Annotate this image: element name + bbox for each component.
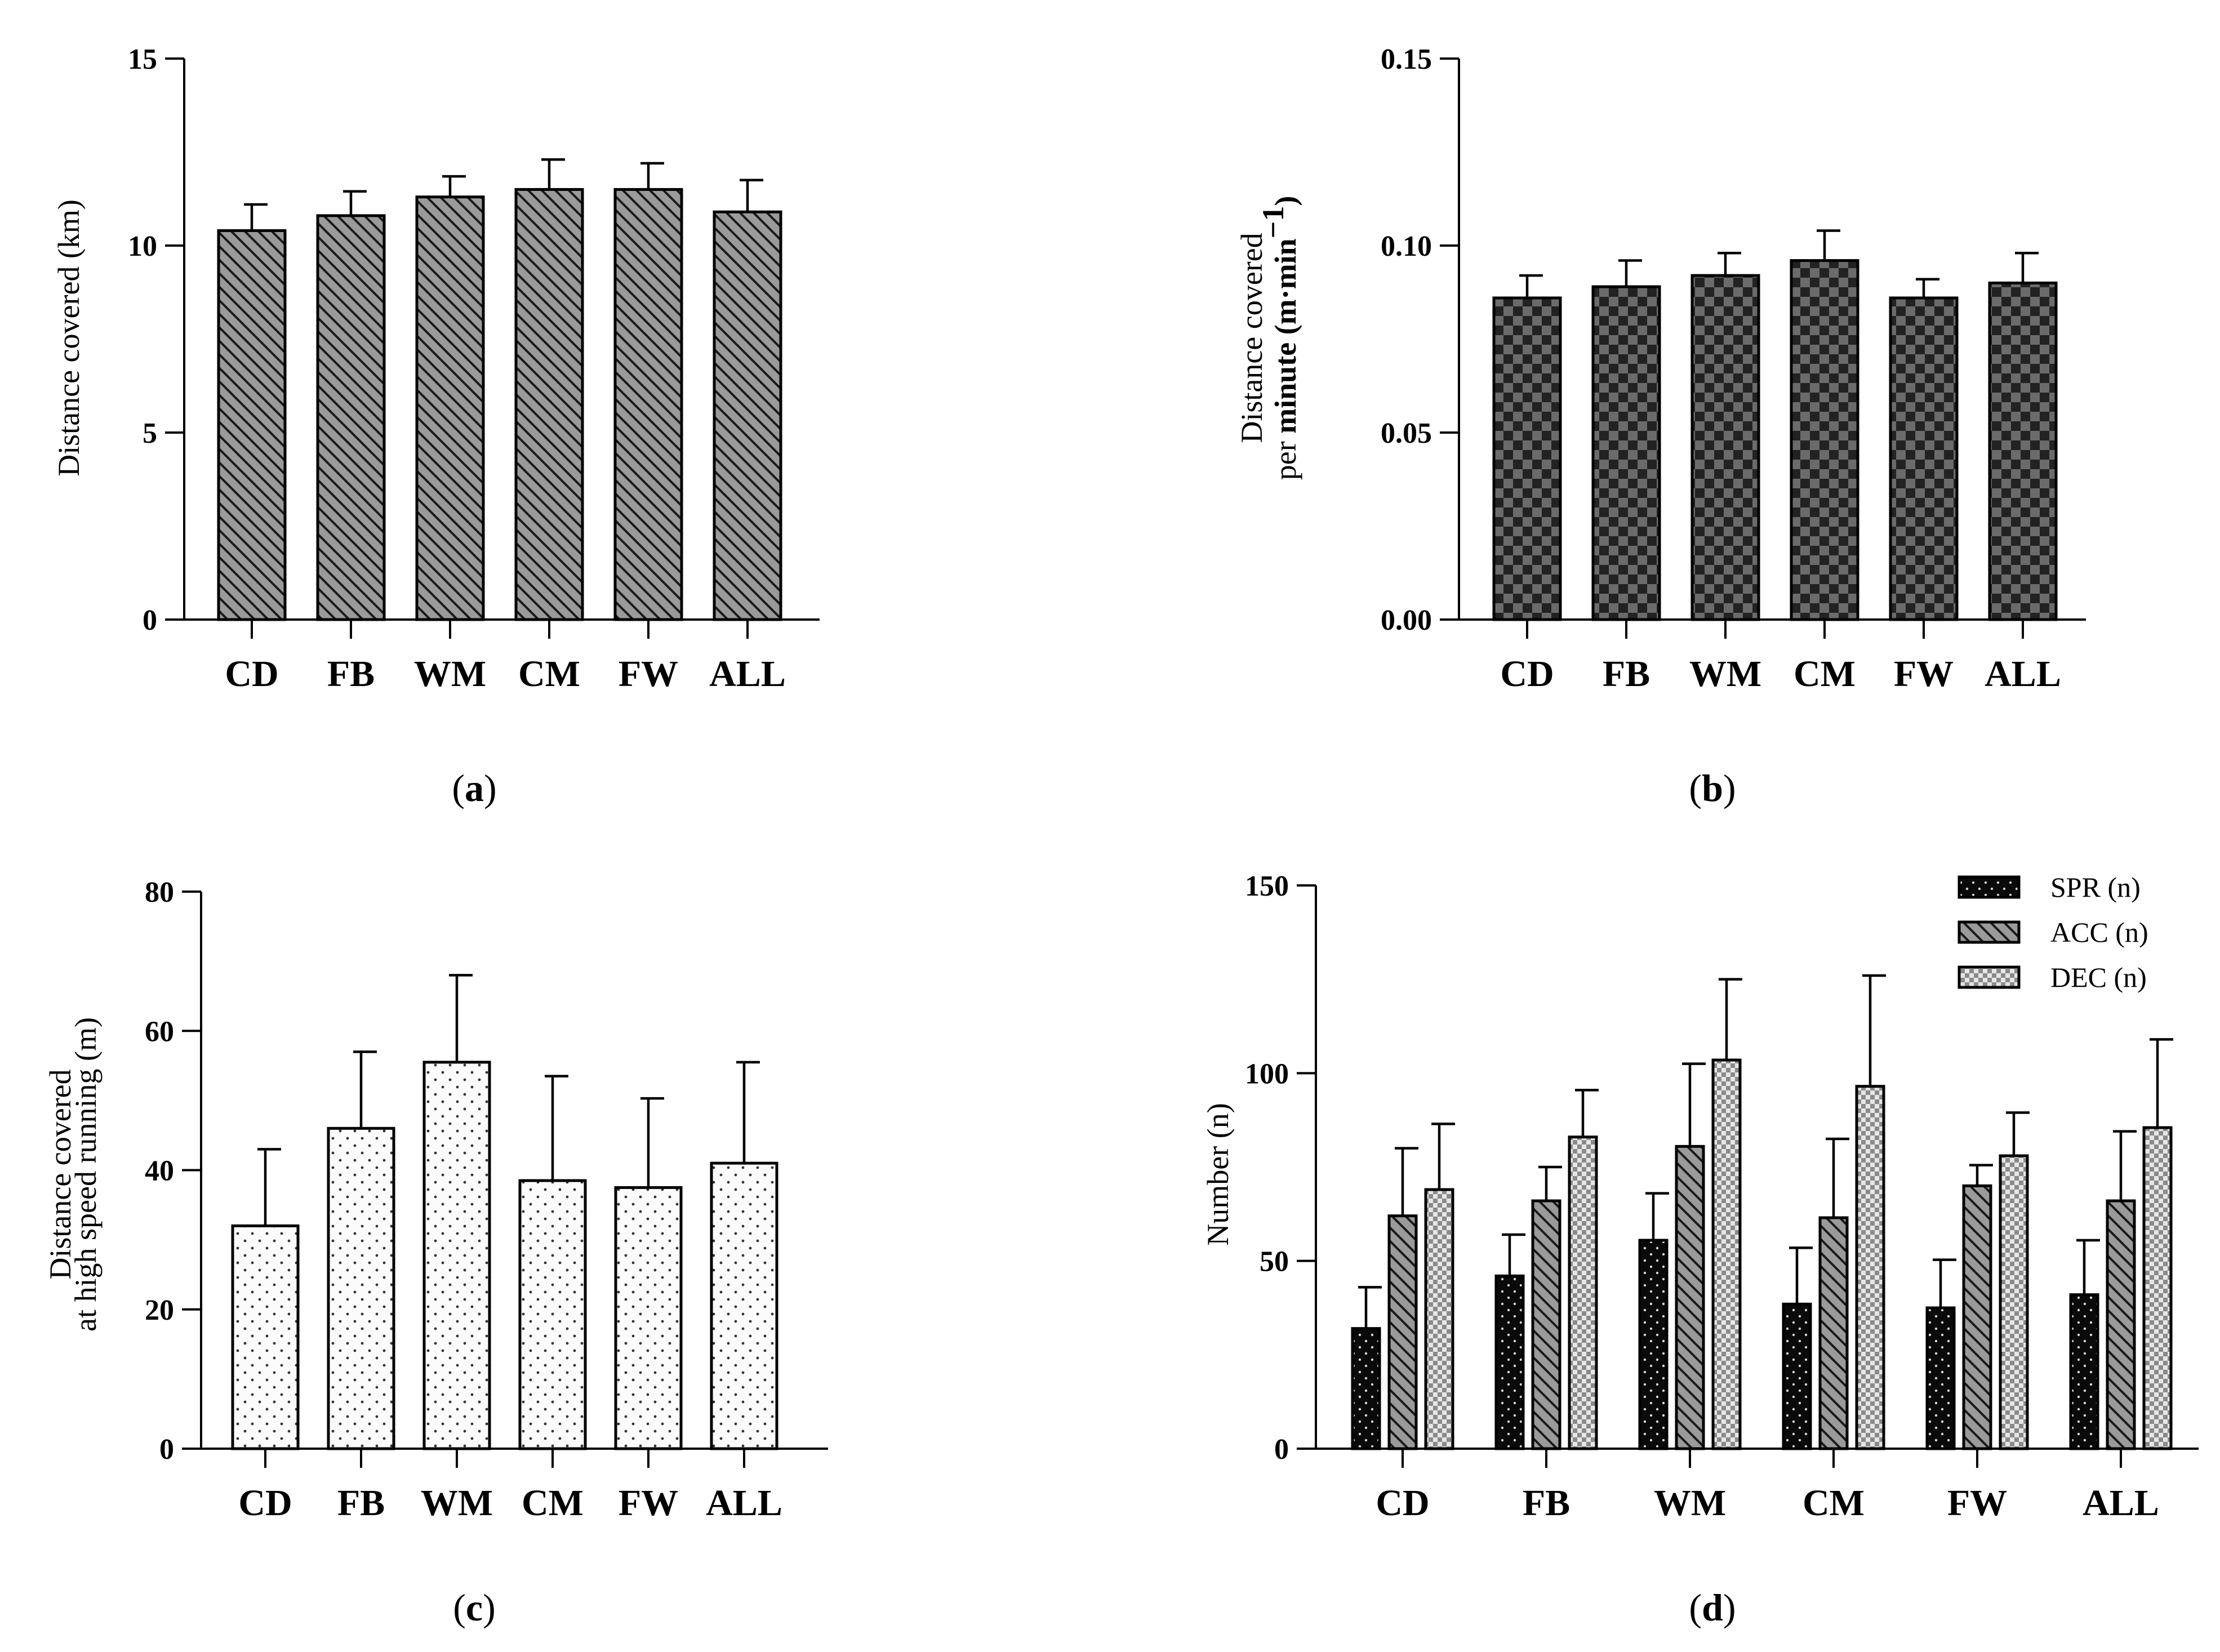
- legend-swatch-spr: [1957, 875, 2021, 899]
- panel-a-y-tick-label: 10: [128, 230, 157, 262]
- panel-d-cd-dec-bar: [1424, 1188, 1454, 1450]
- caption-c: (c): [453, 1586, 496, 1629]
- panel-c-ylabel-line1: Distance covered: [43, 1069, 77, 1279]
- panel-c-chart: 0 20 40 60 80 CD FB WM CM FW ALL: [145, 876, 828, 1524]
- panel-c-y-tick-label: 40: [145, 1155, 174, 1187]
- panel-c-category-label: CD: [238, 1482, 292, 1524]
- panel-b-ylabel-line1: Distance covered: [1235, 233, 1269, 443]
- panel-c-bar-wm: [422, 1061, 491, 1450]
- panel-a-category-label: ALL: [709, 653, 786, 694]
- panel-a-bar-wm: [415, 195, 485, 621]
- panel-c-category-label: ALL: [706, 1482, 782, 1524]
- panel-a-category-label: FB: [327, 653, 375, 694]
- panel-d-chart: 0 50 100 150 CD FB WM CM FW ALL SPR (n) ACC (n) DEC …: [1245, 870, 2199, 1524]
- panel-a-chart: 0 5 10 15 CD FB WM CM FW ALL: [128, 43, 820, 694]
- panel-d-category-label: FW: [1947, 1482, 2007, 1524]
- panel-d-category-label: FB: [1523, 1482, 1570, 1524]
- panel-a-ylabel: Distance covered (km): [52, 199, 86, 477]
- panel-a-category-label: WM: [414, 653, 486, 694]
- panel-c-category-label: WM: [421, 1482, 493, 1524]
- panel-a-bar-cd: [217, 229, 287, 621]
- panel-a-y-tick-label: 5: [143, 417, 157, 449]
- panel-b-category-label: WM: [1689, 653, 1761, 694]
- panel-b-y-tick-label: 0.15: [1381, 43, 1432, 75]
- panel-c-y-tick-label: 0: [159, 1433, 174, 1466]
- panel-c-category-label: FW: [619, 1482, 678, 1524]
- panel-a-y-tick-label: 0: [143, 604, 157, 636]
- caption-d: (d): [1689, 1586, 1736, 1629]
- panel-d-cm-acc-bar: [1818, 1216, 1849, 1450]
- panel-a-category-label: CD: [225, 653, 278, 694]
- panel-c-category-label: FB: [337, 1482, 385, 1524]
- legend-label-spr: SPR (n): [2050, 871, 2141, 903]
- panel-d-all-dec-bar: [2142, 1126, 2173, 1450]
- panel-d-wm-acc-bar: [1675, 1145, 1705, 1450]
- panel-c-category-label: CM: [522, 1482, 584, 1524]
- legend-swatch-dec: [1957, 965, 2021, 989]
- panel-b-chart: 0.00 0.05 0.10 0.15 CD FB WM CM FW ALL: [1381, 43, 2086, 694]
- caption-a: (a): [452, 767, 496, 809]
- panel-b-bar-fb: [1591, 285, 1661, 621]
- panel-d-wm-dec-bar: [1711, 1058, 1742, 1450]
- panel-b-category-label: CD: [1500, 653, 1554, 694]
- panel-a-category-label: FW: [619, 653, 678, 694]
- panel-d-fw-acc-bar: [1962, 1184, 1992, 1450]
- panel-d-legend: SPR (n) ACC (n) DEC (n): [1957, 871, 2148, 993]
- panel-d-all-acc-bar: [2106, 1199, 2136, 1450]
- panel-c-bar-all: [710, 1161, 778, 1450]
- panel-d-fb-acc-bar: [1531, 1199, 1561, 1450]
- panel-d-category-label: ALL: [2083, 1482, 2159, 1524]
- caption-b: (b): [1689, 767, 1736, 809]
- panel-c-y-tick-label: 80: [145, 876, 174, 909]
- panel-a-bar-all: [713, 210, 782, 621]
- panel-b-y-tick-label: 0.00: [1381, 604, 1432, 636]
- panel-b-bar-all: [1988, 281, 2058, 621]
- panel-a-y-tick-label: 15: [128, 43, 157, 75]
- panel-b-category-label: CM: [1794, 653, 1856, 694]
- panel-b-category-label: FW: [1894, 653, 1954, 694]
- legend-label-acc: ACC (n): [2050, 916, 2148, 948]
- panel-d-cd-spr-bar: [1351, 1327, 1381, 1450]
- panel-b-category-label: ALL: [1985, 653, 2061, 694]
- panel-d-y-tick-label: 150: [1245, 870, 1289, 902]
- panel-d-y-tick-label: 50: [1260, 1246, 1289, 1278]
- panel-d-y-tick-label: 0: [1274, 1433, 1289, 1466]
- legend-swatch-acc: [1957, 920, 2021, 944]
- panel-d-ylabel: Number (n): [1201, 1103, 1235, 1245]
- panel-c-bar-cd: [231, 1224, 300, 1450]
- panel-d-all-spr-bar: [2069, 1293, 2099, 1450]
- panel-a-bar-cm: [514, 188, 584, 621]
- panel-d-category-label: CM: [1803, 1482, 1865, 1524]
- panel-d-fw-spr-bar: [1925, 1306, 1956, 1450]
- panel-d-category-label: CD: [1376, 1482, 1429, 1524]
- panel-d-fb-spr-bar: [1494, 1274, 1525, 1450]
- panel-b-y-tick-label: 0.10: [1381, 230, 1432, 262]
- panel-c-bar-fw: [614, 1186, 683, 1450]
- panel-a-category-label: CM: [518, 653, 580, 694]
- panel-b-bar-cd: [1492, 296, 1562, 621]
- panel-d-y-tick-label: 100: [1245, 1058, 1289, 1090]
- panel-b-y-tick-label: 0.05: [1381, 417, 1432, 449]
- panel-c-bar-fb: [327, 1126, 395, 1450]
- panel-d-cm-spr-bar: [1782, 1302, 1812, 1450]
- panel-a-bar-fb: [316, 214, 386, 621]
- panel-b-category-label: FB: [1603, 653, 1650, 694]
- panel-d-category-label: WM: [1654, 1482, 1726, 1524]
- legend-label-dec: DEC (n): [2050, 961, 2147, 993]
- panel-d-cm-dec-bar: [1855, 1085, 1885, 1450]
- panel-b-bar-cm: [1790, 259, 1859, 621]
- panel-d-wm-spr-bar: [1638, 1239, 1669, 1450]
- panel-d-fb-dec-bar: [1568, 1136, 1598, 1450]
- panel-c-bar-cm: [518, 1179, 587, 1450]
- panel-d-fw-dec-bar: [1999, 1154, 2029, 1450]
- panel-c-ylabel-line2: at high speed running (m): [69, 1017, 103, 1332]
- panel-b-bar-wm: [1690, 274, 1760, 621]
- panel-c-y-tick-label: 20: [145, 1294, 174, 1326]
- panel-c-y-tick-label: 60: [145, 1016, 174, 1048]
- panel-b-ylabel-line2: per minute (m·min−1): [1256, 196, 1302, 480]
- panel-b-bar-fw: [1889, 296, 1959, 621]
- panel-a-bar-fw: [613, 188, 683, 621]
- panel-d-cd-acc-bar: [1387, 1214, 1418, 1450]
